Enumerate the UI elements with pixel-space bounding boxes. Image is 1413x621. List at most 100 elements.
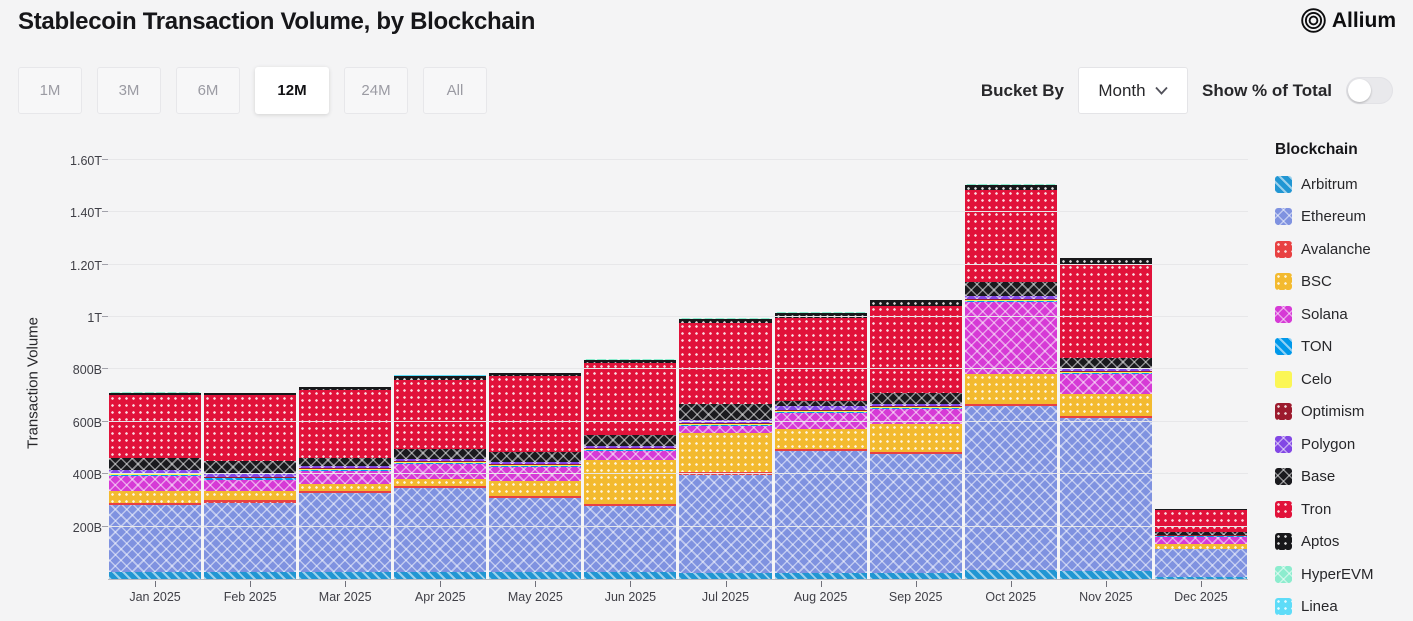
bar-segment-ethereum[interactable] bbox=[109, 505, 202, 572]
bar-segment-ton[interactable] bbox=[109, 475, 202, 477]
bar-may-2025[interactable] bbox=[489, 372, 582, 579]
range-button-3m[interactable]: 3M bbox=[97, 67, 161, 114]
bar-segment-avalanche[interactable] bbox=[869, 452, 962, 455]
bar-segment-hyperevm[interactable] bbox=[1059, 257, 1152, 259]
bar-segment-bsc[interactable] bbox=[964, 374, 1057, 405]
bar-segment-aptos[interactable] bbox=[394, 375, 487, 380]
bar-segment-base[interactable] bbox=[109, 458, 202, 471]
bar-segment-arbitrum[interactable] bbox=[1059, 571, 1152, 579]
bar-segment-ton[interactable] bbox=[1059, 372, 1152, 374]
bar-segment-aptos[interactable] bbox=[964, 184, 1057, 190]
bar-segment-avalanche[interactable] bbox=[1154, 548, 1247, 550]
bar-segment-ton[interactable] bbox=[489, 466, 582, 468]
bar-segment-bsc[interactable] bbox=[394, 478, 487, 487]
bar-segment-ethereum[interactable] bbox=[204, 502, 297, 572]
legend-item-linea[interactable]: Linea bbox=[1275, 591, 1374, 621]
bar-segment-aptos[interactable] bbox=[584, 359, 677, 363]
bar-segment-tron[interactable] bbox=[584, 362, 677, 435]
bar-segment-tron[interactable] bbox=[1059, 264, 1152, 359]
bar-segment-arbitrum[interactable] bbox=[109, 571, 202, 579]
bar-segment-tron[interactable] bbox=[109, 395, 202, 459]
show-percent-toggle[interactable] bbox=[1346, 77, 1393, 104]
bar-apr-2025[interactable] bbox=[394, 375, 487, 579]
bar-segment-ethereum[interactable] bbox=[299, 493, 392, 572]
bar-segment-polygon[interactable] bbox=[584, 445, 677, 448]
bar-segment-solana[interactable] bbox=[299, 471, 392, 485]
bar-segment-bsc[interactable] bbox=[1154, 543, 1247, 549]
bar-segment-optimism[interactable] bbox=[489, 464, 582, 466]
bar-segment-bsc[interactable] bbox=[774, 429, 867, 450]
bar-segment-optimism[interactable] bbox=[299, 468, 392, 470]
range-button-6m[interactable]: 6M bbox=[176, 67, 240, 114]
legend-item-optimism[interactable]: Optimism bbox=[1275, 396, 1374, 429]
bar-segment-tron[interactable] bbox=[489, 376, 582, 453]
bar-segment-arbitrum[interactable] bbox=[1154, 576, 1247, 579]
bar-aug-2025[interactable] bbox=[774, 312, 867, 579]
bar-segment-polygon[interactable] bbox=[774, 406, 867, 411]
bar-segment-base[interactable] bbox=[679, 403, 772, 420]
bar-segment-ethereum[interactable] bbox=[774, 451, 867, 573]
bar-segment-celo[interactable] bbox=[299, 469, 392, 471]
bar-feb-2025[interactable] bbox=[204, 392, 297, 579]
bar-segment-ton[interactable] bbox=[394, 463, 487, 465]
bar-segment-ton[interactable] bbox=[299, 470, 392, 472]
bar-segment-optimism[interactable] bbox=[204, 476, 297, 478]
range-button-1m[interactable]: 1M bbox=[18, 67, 82, 114]
range-button-24m[interactable]: 24M bbox=[344, 67, 408, 114]
legend-item-base[interactable]: Base bbox=[1275, 461, 1374, 494]
bar-segment-avalanche[interactable] bbox=[584, 504, 677, 507]
bar-jul-2025[interactable] bbox=[679, 318, 772, 579]
bar-segment-ethereum[interactable] bbox=[964, 406, 1057, 570]
bar-segment-base[interactable] bbox=[299, 458, 392, 467]
bar-segment-bsc[interactable] bbox=[489, 481, 582, 496]
bar-segment-ton[interactable] bbox=[584, 449, 677, 451]
bar-segment-solana[interactable] bbox=[679, 425, 772, 433]
bar-segment-solana[interactable] bbox=[1059, 373, 1152, 394]
bar-segment-arbitrum[interactable] bbox=[299, 571, 392, 579]
bar-segment-base[interactable] bbox=[204, 460, 297, 473]
legend-item-hyperevm[interactable]: HyperEVM bbox=[1275, 558, 1374, 591]
range-button-12m[interactable]: 12M bbox=[255, 67, 329, 114]
bar-segment-base[interactable] bbox=[489, 452, 582, 463]
bar-segment-ethereum[interactable] bbox=[1059, 417, 1152, 572]
bar-segment-polygon[interactable] bbox=[394, 459, 487, 462]
bar-segment-aptos[interactable] bbox=[679, 318, 772, 323]
bar-segment-arbitrum[interactable] bbox=[869, 572, 962, 579]
bar-segment-optimism[interactable] bbox=[774, 410, 867, 412]
bar-segment-tron[interactable] bbox=[204, 395, 297, 461]
bar-segment-celo[interactable] bbox=[774, 411, 867, 413]
bar-segment-bsc[interactable] bbox=[204, 490, 297, 501]
bar-segment-ethereum[interactable] bbox=[869, 454, 962, 573]
bar-segment-arbitrum[interactable] bbox=[394, 571, 487, 579]
bar-segment-base[interactable] bbox=[1154, 532, 1247, 535]
bar-segment-aptos[interactable] bbox=[204, 393, 297, 396]
bar-segment-solana[interactable] bbox=[964, 302, 1057, 375]
bar-segment-arbitrum[interactable] bbox=[964, 569, 1057, 579]
bar-segment-base[interactable] bbox=[774, 401, 867, 407]
bar-jun-2025[interactable] bbox=[584, 359, 677, 579]
bar-segment-avalanche[interactable] bbox=[489, 496, 582, 499]
bar-segment-avalanche[interactable] bbox=[394, 486, 487, 489]
legend-item-ton[interactable]: TON bbox=[1275, 331, 1374, 364]
bar-segment-tron[interactable] bbox=[964, 189, 1057, 282]
bar-segment-base[interactable] bbox=[394, 449, 487, 460]
bar-segment-avalanche[interactable] bbox=[774, 449, 867, 452]
bar-segment-optimism[interactable] bbox=[679, 422, 772, 424]
legend-item-tron[interactable]: Tron bbox=[1275, 493, 1374, 526]
bar-segment-ton[interactable] bbox=[774, 412, 867, 414]
bar-segment-ethereum[interactable] bbox=[489, 498, 582, 572]
bar-segment-avalanche[interactable] bbox=[299, 491, 392, 494]
bar-segment-avalanche[interactable] bbox=[1059, 415, 1152, 418]
bar-segment-polygon[interactable] bbox=[964, 296, 1057, 300]
bar-segment-avalanche[interactable] bbox=[204, 500, 297, 503]
bar-segment-celo[interactable] bbox=[679, 423, 772, 425]
bar-sep-2025[interactable] bbox=[869, 299, 962, 579]
bar-segment-celo[interactable] bbox=[584, 448, 677, 450]
bar-segment-polygon[interactable] bbox=[869, 403, 962, 407]
bar-segment-ton[interactable] bbox=[204, 478, 297, 480]
legend-item-ethereum[interactable]: Ethereum bbox=[1275, 201, 1374, 234]
legend-item-celo[interactable]: Celo bbox=[1275, 363, 1374, 396]
bar-segment-solana[interactable] bbox=[1154, 536, 1247, 544]
bar-segment-aptos[interactable] bbox=[489, 373, 582, 377]
bar-segment-optimism[interactable] bbox=[394, 461, 487, 463]
